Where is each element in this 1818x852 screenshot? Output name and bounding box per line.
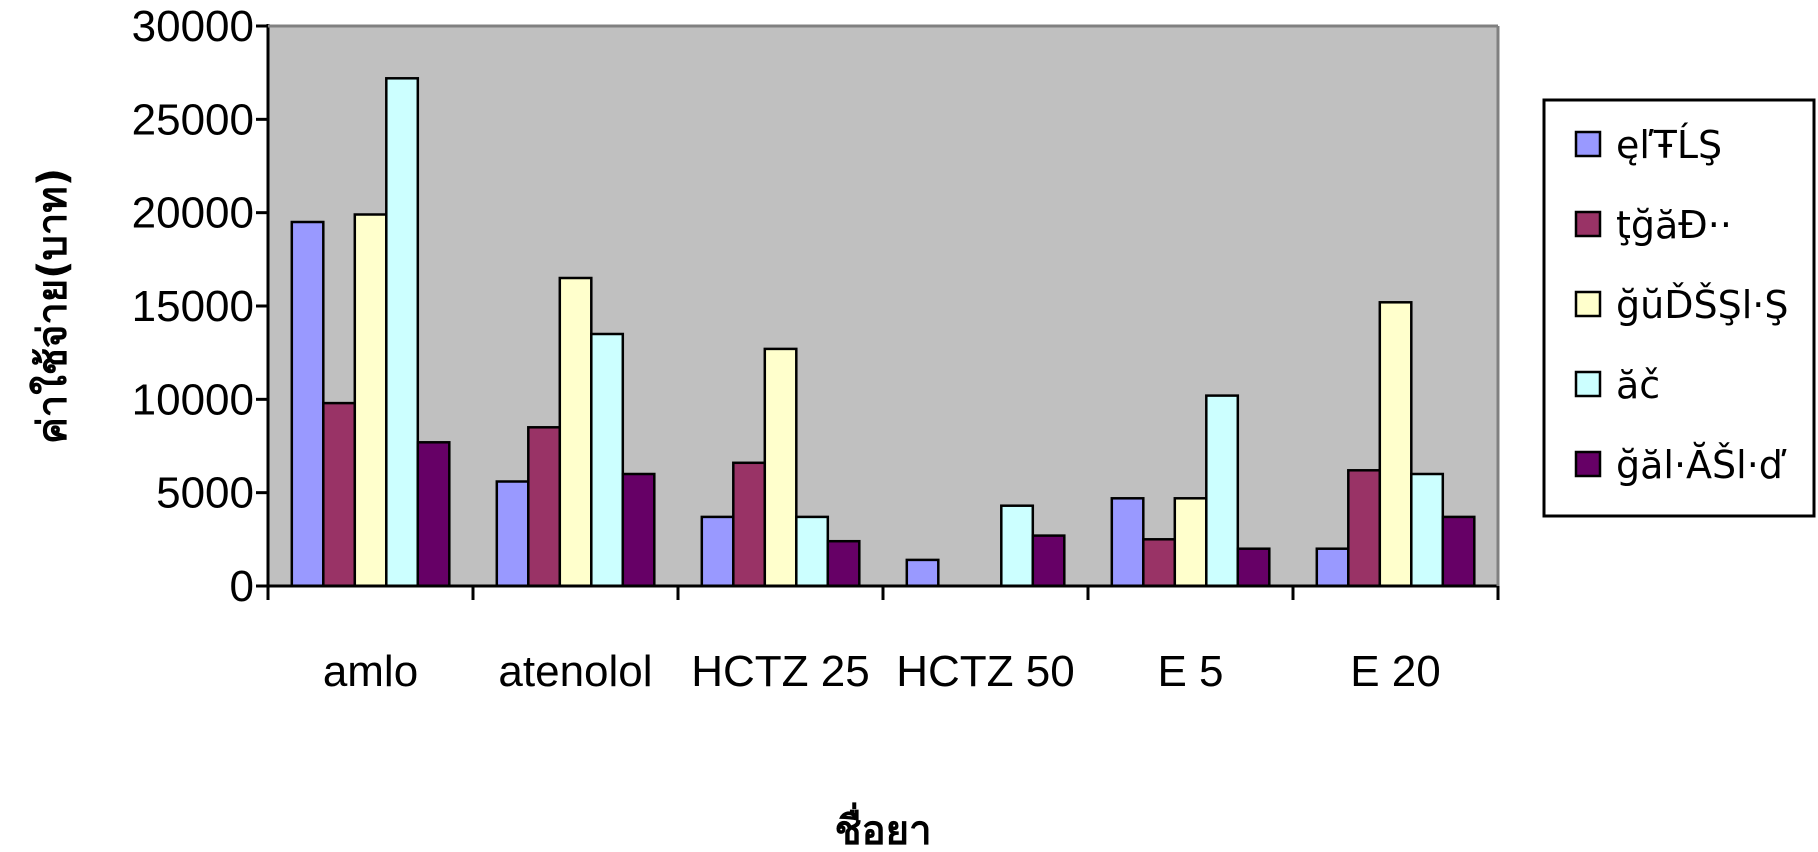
bar-atenolol-series-2 xyxy=(527,426,562,588)
legend-label: ğăl·ĂŠl·ď xyxy=(1616,442,1787,487)
x-axis-title: ชื่อยา xyxy=(834,802,931,852)
x-tick-label: HCTZ 50 xyxy=(896,647,1074,696)
bar-amlo-series-2 xyxy=(322,401,357,588)
y-tick-label: 15000 xyxy=(132,282,254,331)
bar-atenolol-series-1 xyxy=(495,480,530,588)
axes-group xyxy=(256,24,1500,600)
legend-label: ăč xyxy=(1616,363,1660,407)
bar-e-5-series-2 xyxy=(1142,538,1177,588)
bar-e-5-series-1 xyxy=(1110,497,1145,588)
y-tick-label: 5000 xyxy=(156,469,254,518)
x-tick-label: atenolol xyxy=(498,647,652,696)
bar-e-5-series-4 xyxy=(1205,394,1240,588)
bar-e-5-series-3 xyxy=(1173,497,1208,588)
y-axis-title: ค่าใช้จ่าย(บาท) xyxy=(29,168,76,444)
legend-label: ţğăĐ·· xyxy=(1616,203,1732,247)
bar-atenolol-series-4 xyxy=(590,332,625,588)
bar-hctz-50-series-5 xyxy=(1031,534,1066,588)
legend-swatch xyxy=(1574,290,1602,318)
x-tick-label: HCTZ 25 xyxy=(691,647,869,696)
bars-group xyxy=(290,77,1476,588)
bar-amlo-series-4 xyxy=(385,77,420,588)
bar-amlo-series-3 xyxy=(353,213,388,588)
legend-swatch xyxy=(1574,450,1602,478)
x-tick-label: E 20 xyxy=(1350,647,1441,696)
y-tick-label: 10000 xyxy=(132,375,254,424)
y-tick-label: 20000 xyxy=(132,189,254,238)
bar-hctz-25-series-1 xyxy=(700,515,735,588)
bar-e-5-series-5 xyxy=(1236,547,1271,588)
y-tick-label: 30000 xyxy=(132,2,254,51)
x-tick-label: amlo xyxy=(323,647,418,696)
bar-hctz-25-series-2 xyxy=(732,461,767,588)
x-tick-labels: amlo atenolol HCTZ 25 HCTZ 50 E 5 E 20 xyxy=(323,647,1441,696)
bar-e-20-series-1 xyxy=(1315,547,1350,588)
legend-label: ęľŦĹŞ xyxy=(1616,123,1722,167)
y-tick-label: 25000 xyxy=(132,95,254,144)
legend-label: ğŭĎŠŞl·Ş xyxy=(1616,283,1788,327)
bar-hctz-25-series-4 xyxy=(795,515,830,588)
legend-swatch xyxy=(1574,210,1602,238)
bar-atenolol-series-3 xyxy=(558,276,593,588)
y-tick-labels: 0 5000 10000 15000 20000 25000 30000 xyxy=(132,2,254,611)
bar-hctz-25-series-3 xyxy=(763,347,798,588)
plot-area xyxy=(268,26,1498,586)
x-tick-label: E 5 xyxy=(1157,647,1223,696)
bar-amlo-series-1 xyxy=(290,220,325,588)
y-tick-label: 0 xyxy=(230,562,254,611)
bar-atenolol-series-5 xyxy=(621,472,656,588)
bar-amlo-series-5 xyxy=(416,441,451,588)
bar-hctz-50-series-4 xyxy=(1000,504,1035,588)
bar-e-20-series-5 xyxy=(1441,515,1476,588)
legend-swatch xyxy=(1574,130,1602,158)
bar-e-20-series-2 xyxy=(1347,469,1382,588)
legend: ęľŦĹŞ ţğăĐ·· ğŭĎŠŞl·Ş ăč ğăl·ĂŠl·ď xyxy=(1542,98,1816,518)
bar-hctz-50-series-1 xyxy=(905,558,940,588)
legend-swatch xyxy=(1574,370,1602,398)
bar-e-20-series-3 xyxy=(1378,301,1413,588)
bar-e-20-series-4 xyxy=(1410,472,1445,588)
bar-hctz-25-series-5 xyxy=(826,539,861,588)
